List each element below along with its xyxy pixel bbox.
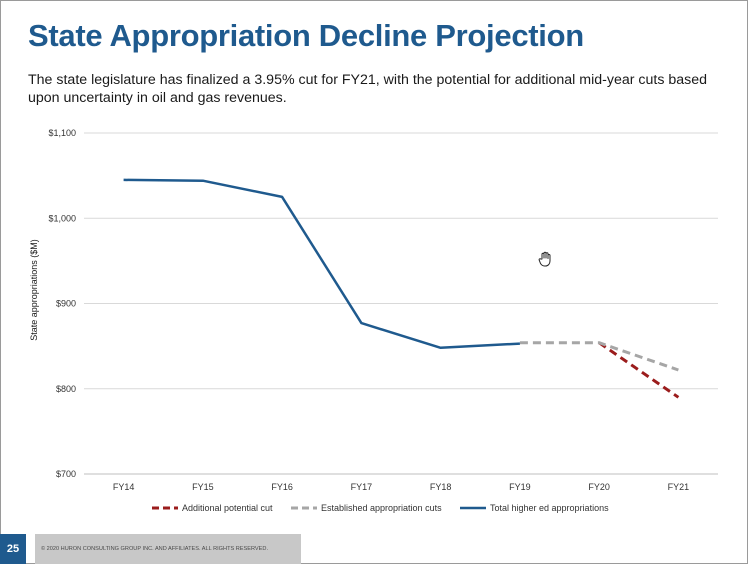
series-line-additional-potential-cut xyxy=(598,341,680,399)
gridlines xyxy=(84,132,718,475)
x-tick-label: FY20 xyxy=(588,482,610,492)
x-tick-label: FY15 xyxy=(192,482,214,492)
page-subtitle: The state legislature has finalized a 3.… xyxy=(28,72,708,106)
page-title: State Appropriation Decline Projection xyxy=(28,18,584,53)
x-tick-label: FY21 xyxy=(668,482,690,492)
y-tick-label: $1,100 xyxy=(48,128,76,138)
y-tick-label: $700 xyxy=(56,469,76,479)
x-axis-ticks: FY14 FY15 FY16 FY17 FY18 FY19 FY20 FY21 xyxy=(113,482,689,492)
series-line-total-higher-ed-appropriations xyxy=(123,178,520,350)
legend-label-additional-potential-cut: Additional potential cut xyxy=(182,503,273,513)
x-tick-label: FY19 xyxy=(509,482,531,492)
hand-cursor-icon xyxy=(538,251,551,267)
x-tick-label: FY14 xyxy=(113,482,135,492)
legend-label-established-appropriation-cuts: Established appropriation cuts xyxy=(321,503,442,513)
page-number: 25 xyxy=(0,534,26,564)
copyright-notice: © 2020 HURON CONSULTING GROUP INC. AND A… xyxy=(35,534,301,564)
y-axis-label: State appropriations ($M) xyxy=(29,239,39,341)
x-tick-label: FY17 xyxy=(351,482,373,492)
y-axis-ticks: $700 $800 $900 $1,000 $1,100 xyxy=(48,128,76,479)
series-line-established-appropriation-cuts xyxy=(519,341,679,372)
y-tick-label: $800 xyxy=(56,384,76,394)
legend-label-total-higher-ed-appropriations: Total higher ed appropriations xyxy=(490,503,609,513)
series-lines xyxy=(123,178,680,399)
x-tick-label: FY16 xyxy=(271,482,293,492)
y-tick-label: $1,000 xyxy=(48,213,76,223)
y-tick-label: $900 xyxy=(56,299,76,309)
chart-legend: Additional potential cut Established appr… xyxy=(152,503,609,513)
x-tick-label: FY18 xyxy=(430,482,452,492)
